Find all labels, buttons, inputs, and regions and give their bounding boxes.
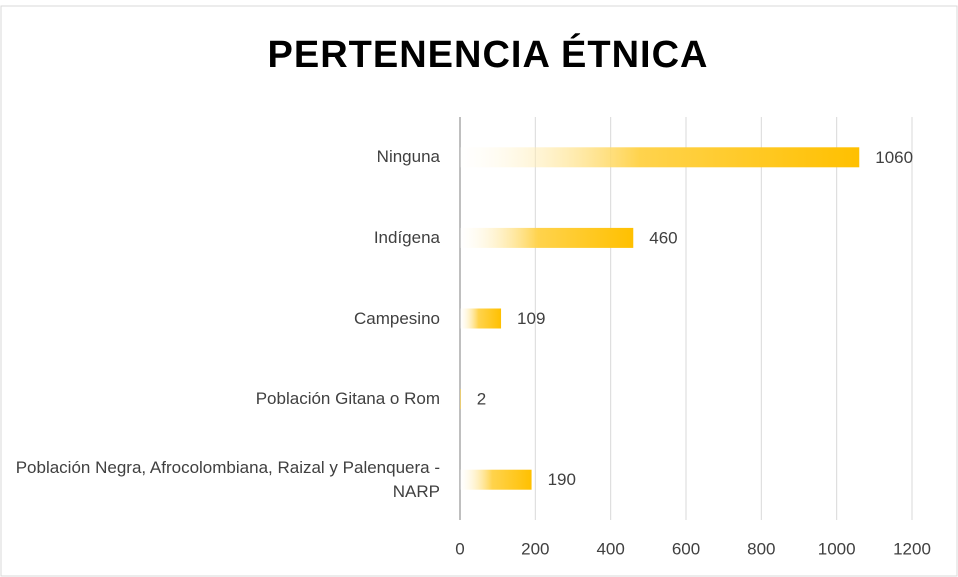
bar bbox=[460, 389, 461, 410]
x-tick-label: 0 bbox=[455, 539, 464, 558]
x-tick-label: 200 bbox=[521, 539, 549, 558]
chart-title: PERTENENCIA ÉTNICA bbox=[268, 32, 709, 76]
bar bbox=[460, 227, 634, 248]
x-tick-label: 400 bbox=[596, 539, 624, 558]
bar bbox=[460, 147, 860, 168]
y-tick-label: Población Gitana o Rom bbox=[255, 389, 440, 409]
y-tick-label: Indígena bbox=[373, 227, 440, 247]
x-tick-label: 800 bbox=[747, 539, 775, 558]
x-tick-label: 600 bbox=[672, 539, 700, 558]
data-label: 1060 bbox=[875, 148, 913, 167]
y-tick-label: Ninguna bbox=[376, 147, 440, 167]
data-label: 460 bbox=[649, 228, 677, 247]
chart-border bbox=[0, 5, 958, 577]
data-label: 2 bbox=[477, 390, 486, 409]
y-tick-label: Población Negra, Afrocolombiana, Raizal … bbox=[15, 457, 440, 501]
x-tick-label: 1200 bbox=[893, 539, 931, 558]
y-tick-label: Campesino bbox=[354, 308, 440, 328]
data-label: 109 bbox=[517, 309, 545, 328]
data-label: 190 bbox=[548, 470, 576, 489]
x-tick-label: 1000 bbox=[818, 539, 856, 558]
bar bbox=[460, 469, 532, 490]
bar bbox=[460, 308, 502, 329]
